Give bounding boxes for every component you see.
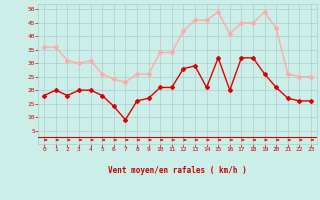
- X-axis label: Vent moyen/en rafales ( km/h ): Vent moyen/en rafales ( km/h ): [108, 166, 247, 175]
